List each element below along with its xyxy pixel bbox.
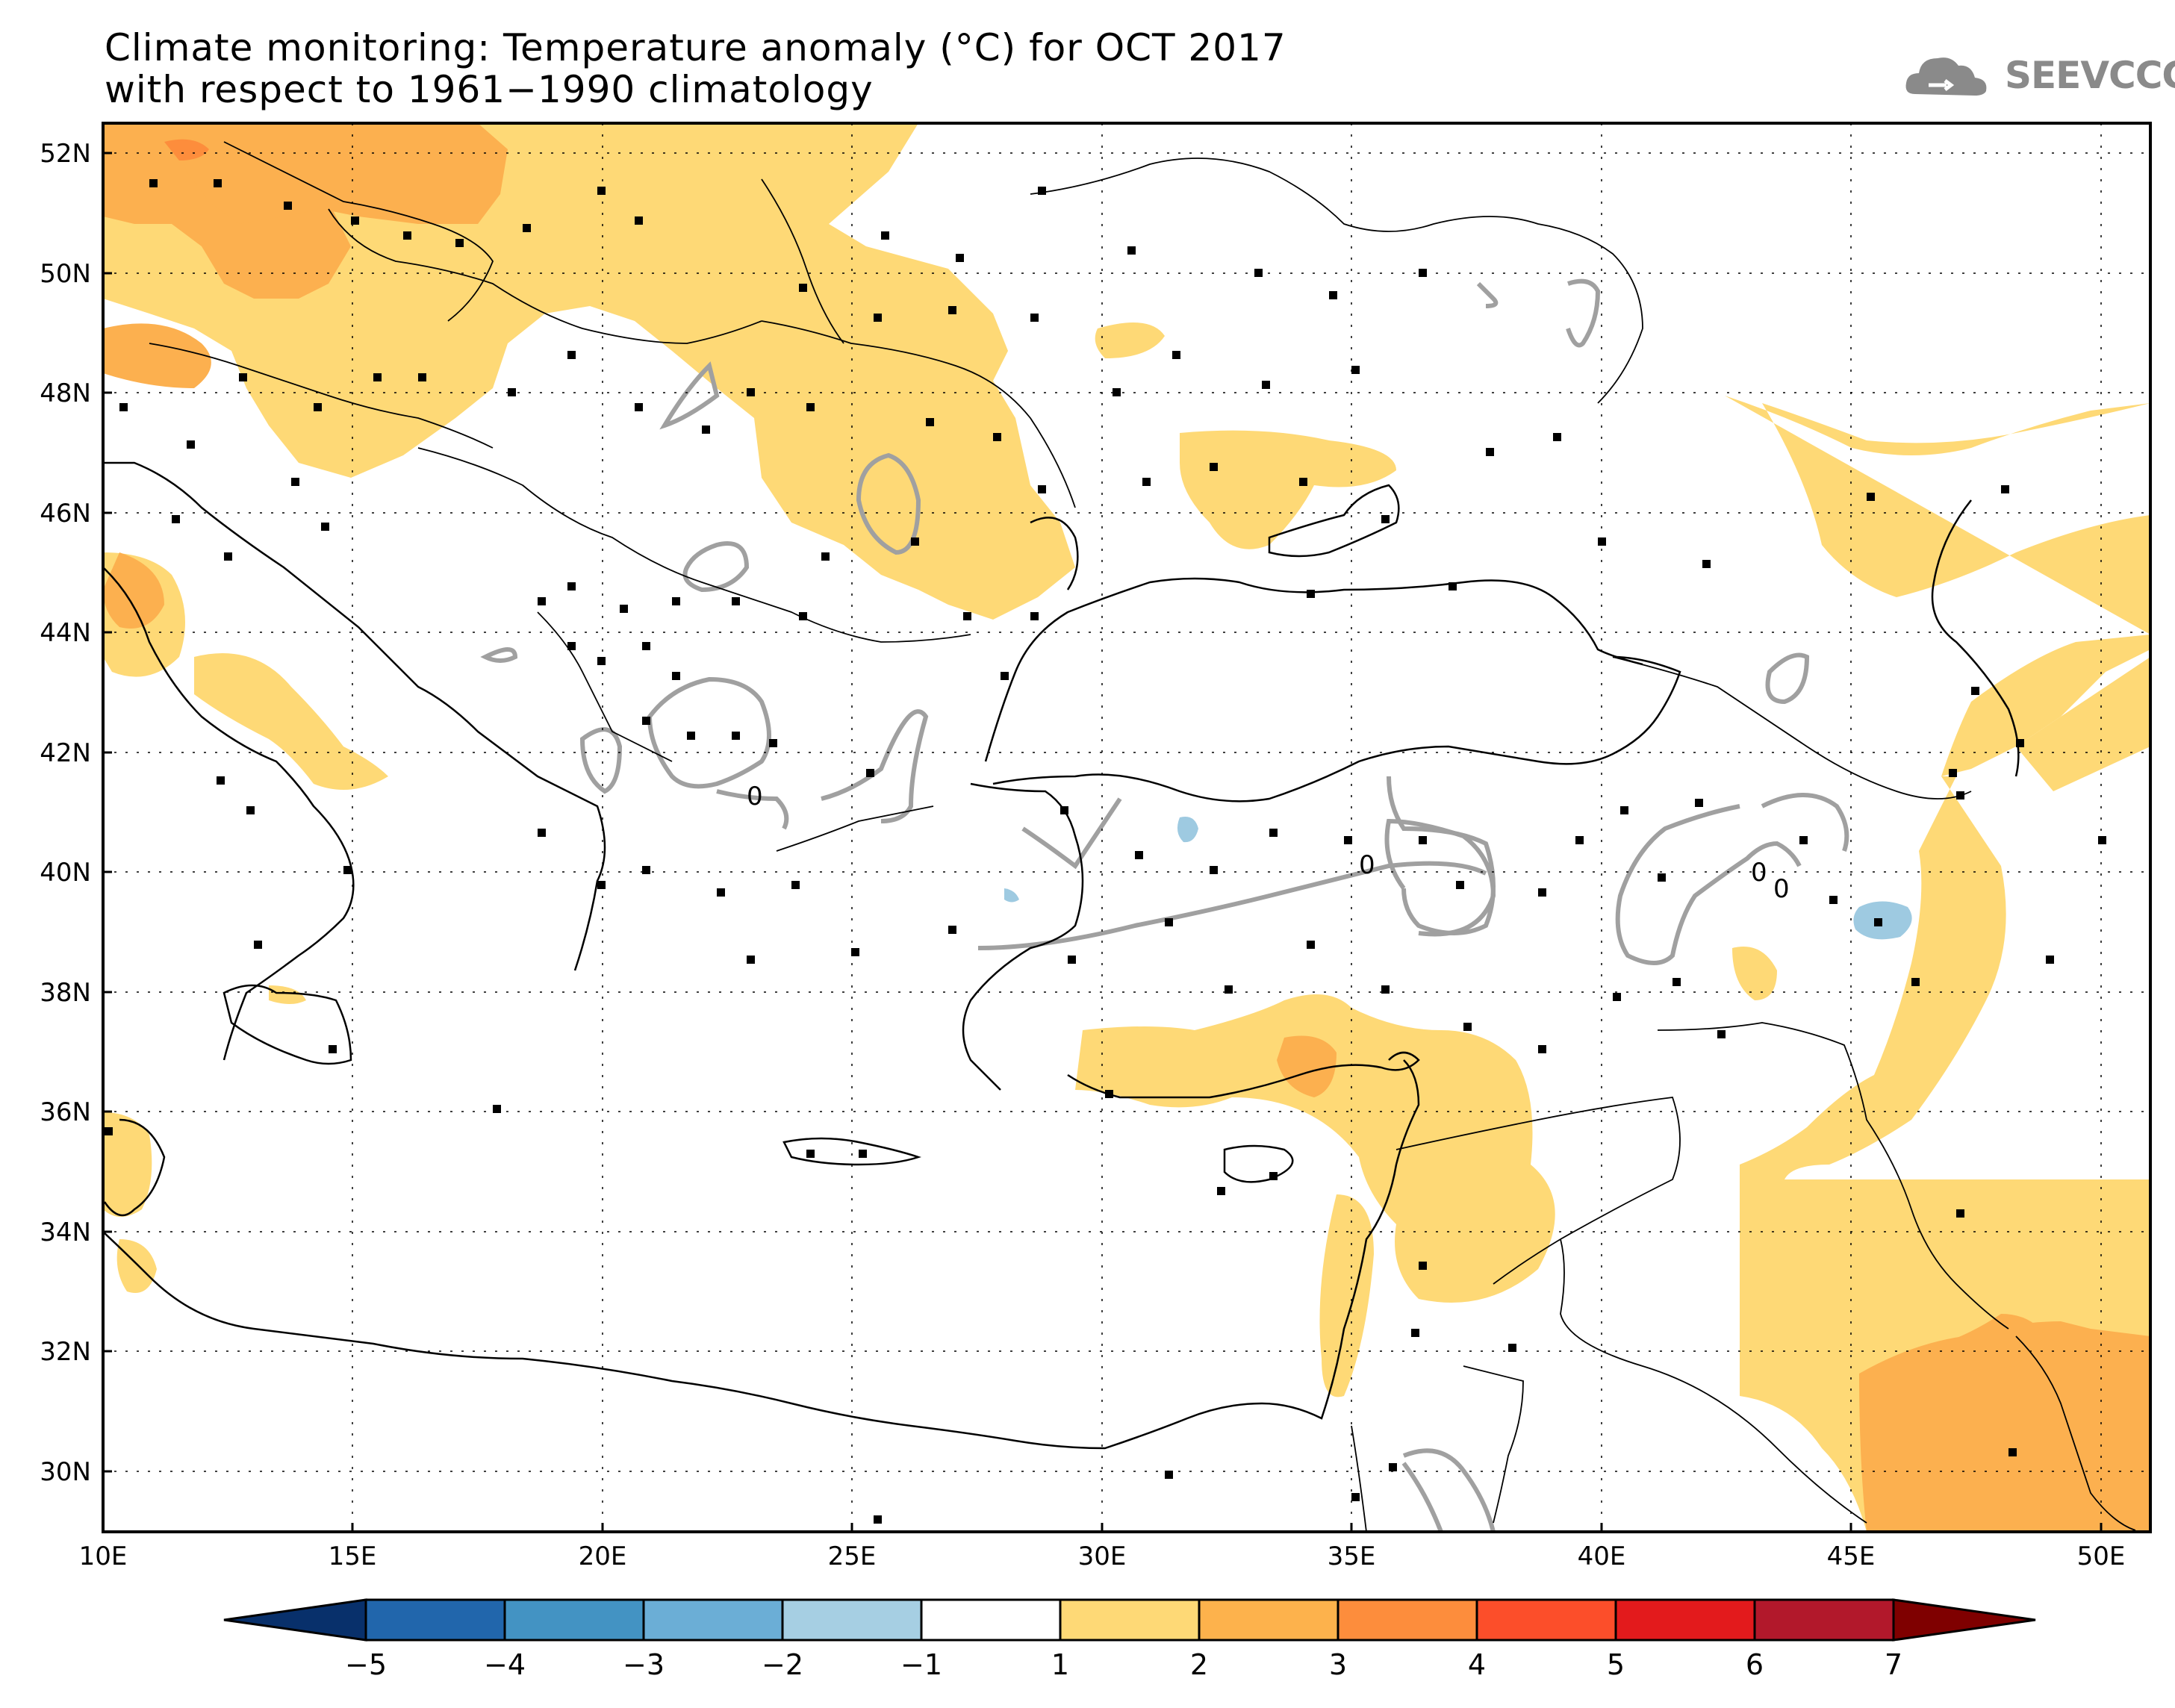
colorbar-segment <box>1337 1598 1478 1642</box>
lat-tick-labels: 52N 50N 48N 46N 44N 42N 40N 38N 36N 34N … <box>40 139 91 1487</box>
colorbar-high-triangle <box>1892 1598 2036 1642</box>
coastlines <box>103 461 2020 1450</box>
anomaly-field <box>103 123 2150 1532</box>
colorbar-label: 1 <box>1051 1648 1069 1681</box>
colorbar-segment <box>364 1598 506 1642</box>
country-borders <box>149 141 2136 1532</box>
lon-tick-label: 45E <box>1827 1542 1876 1571</box>
zero-contours <box>480 278 1849 1532</box>
map-frame <box>102 122 2152 1533</box>
axis-ticks <box>102 152 2103 1532</box>
anomaly-1-2-regions <box>103 123 2150 1532</box>
colorbar-label: 5 <box>1607 1648 1625 1681</box>
lat-tick-label: 44N <box>40 618 91 648</box>
colorbar-segment <box>1198 1598 1339 1642</box>
colorbar-segment <box>503 1598 645 1642</box>
lon-tick-label: 15E <box>329 1542 377 1571</box>
logo-text: SEEVCCC <box>2005 54 2175 97</box>
station-markers <box>105 179 2106 1524</box>
lon-tick-label: 40E <box>1578 1542 1626 1571</box>
lat-tick-label: 42N <box>40 738 91 768</box>
lat-tick-label: 30N <box>40 1457 91 1487</box>
colorbar-segment <box>1753 1598 1895 1642</box>
lat-tick-label: 52N <box>40 139 91 169</box>
colorbar-segment <box>920 1598 1062 1642</box>
contour-label: 0 <box>1359 850 1375 880</box>
lon-tick-label: 30E <box>1078 1542 1127 1571</box>
lat-tick-label: 34N <box>40 1218 91 1247</box>
colorbar-segment <box>1614 1598 1756 1642</box>
colorbar: −5 −4 −3 −2 −1 1 2 3 4 5 6 7 <box>223 1598 2036 1681</box>
lat-tick-label: 46N <box>40 499 91 529</box>
contour-label: 0 <box>747 782 763 811</box>
colorbar-label: 4 <box>1468 1648 1486 1681</box>
lat-tick-label: 50N <box>40 259 91 289</box>
contour-labels: 0 0 0 0 <box>747 782 1790 904</box>
chart-title: Climate monitoring: Temperature anomaly … <box>105 26 1286 69</box>
colorbar-label: −5 <box>345 1648 387 1681</box>
lon-tick-labels: 10E 15E 20E 25E 30E 35E 40E 45E 50E <box>79 1542 2126 1571</box>
colorbar-label: 6 <box>1746 1648 1764 1681</box>
anomaly-neg1-neg2-regions <box>1004 817 1912 940</box>
colorbar-label: −4 <box>484 1648 526 1681</box>
colorbar-label: −3 <box>623 1648 665 1681</box>
colorbar-segment <box>781 1598 923 1642</box>
colorbar-label: 3 <box>1329 1648 1347 1681</box>
lon-tick-label: 10E <box>79 1542 128 1571</box>
colorbar-label: 7 <box>1885 1648 1902 1681</box>
colorbar-segment <box>1059 1598 1201 1642</box>
colorbar-label: −1 <box>900 1648 942 1681</box>
anomaly-2-3-regions <box>103 123 2150 1532</box>
lon-tick-label: 35E <box>1328 1542 1376 1571</box>
chart-subtitle: with respect to 1961−1990 climatology <box>105 68 874 111</box>
cloud-icon <box>1905 57 1987 96</box>
lat-tick-label: 32N <box>40 1337 91 1367</box>
colorbar-segment <box>642 1598 784 1642</box>
contour-label: 0 <box>1751 858 1767 888</box>
colorbar-label: 2 <box>1190 1648 1208 1681</box>
lon-tick-label: 50E <box>2077 1542 2126 1571</box>
colorbar-segment <box>1475 1598 1617 1642</box>
contour-label: 0 <box>1773 874 1790 904</box>
colorbar-label: −2 <box>762 1648 803 1681</box>
colorbar-low-triangle <box>223 1598 367 1642</box>
lon-tick-label: 20E <box>579 1542 627 1571</box>
lat-tick-label: 48N <box>40 378 91 408</box>
lat-tick-label: 36N <box>40 1097 91 1127</box>
lat-tick-label: 38N <box>40 978 91 1008</box>
lon-tick-label: 25E <box>828 1542 877 1571</box>
lat-tick-label: 40N <box>40 858 91 888</box>
